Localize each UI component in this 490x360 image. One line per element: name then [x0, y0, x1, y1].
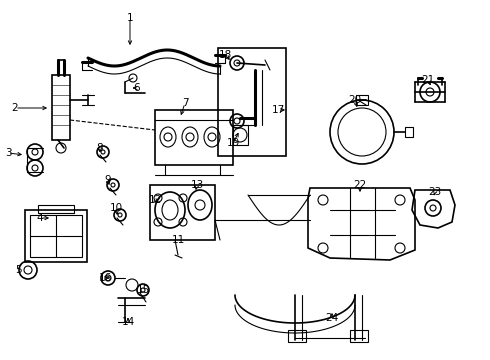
Text: 19: 19: [226, 138, 240, 148]
Bar: [155, 110, 233, 165]
Text: 9: 9: [105, 175, 111, 185]
Text: 12: 12: [148, 195, 162, 205]
Bar: [30, 215, 82, 257]
Bar: [233, 125, 248, 145]
Bar: [25, 210, 87, 262]
Text: 4: 4: [37, 213, 43, 223]
Text: 17: 17: [271, 105, 285, 115]
Text: 23: 23: [428, 187, 441, 197]
Text: 21: 21: [421, 75, 435, 85]
Text: 22: 22: [353, 180, 367, 190]
Bar: [405, 127, 413, 137]
Bar: [218, 48, 286, 156]
Bar: [356, 95, 368, 105]
Text: 5: 5: [15, 265, 21, 275]
Text: 20: 20: [348, 95, 362, 105]
Bar: [288, 330, 306, 342]
Text: 11: 11: [172, 235, 185, 245]
Text: 10: 10: [109, 203, 122, 213]
Text: 18: 18: [219, 50, 232, 60]
Text: 14: 14: [122, 317, 135, 327]
Text: 7: 7: [182, 98, 188, 108]
Text: 6: 6: [134, 83, 140, 93]
Bar: [350, 330, 368, 342]
Text: 3: 3: [5, 148, 11, 158]
Text: 2: 2: [12, 103, 18, 113]
Text: 24: 24: [325, 313, 339, 323]
Text: 1: 1: [127, 13, 133, 23]
Bar: [150, 185, 215, 240]
Text: 8: 8: [97, 143, 103, 153]
Bar: [38, 205, 74, 213]
Text: 16: 16: [98, 273, 112, 283]
Text: 15: 15: [136, 285, 149, 295]
Text: 13: 13: [191, 180, 204, 190]
